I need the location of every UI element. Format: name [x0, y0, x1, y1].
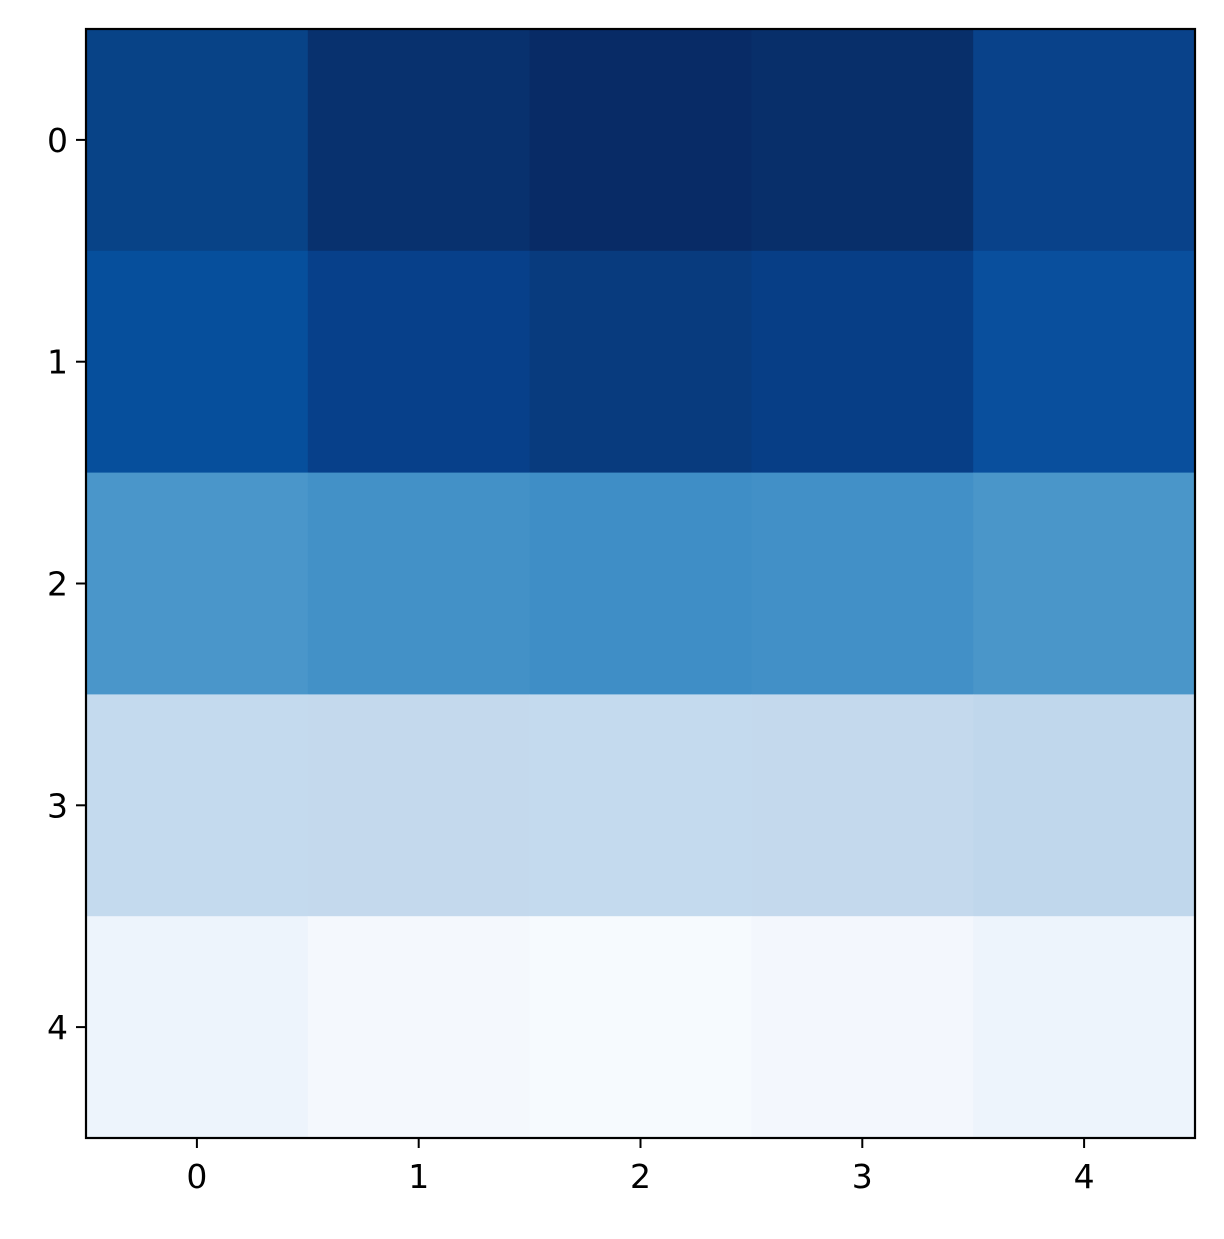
y-tick-label: 4 — [47, 1008, 68, 1047]
heatmap-cell — [529, 694, 752, 917]
heatmap-cell — [973, 29, 1196, 252]
heatmap-cell — [307, 472, 531, 695]
heatmap-cell — [86, 29, 309, 252]
heatmap-cell — [529, 472, 752, 695]
x-tick-label: 3 — [852, 1157, 873, 1196]
y-axis: 0 1 2 3 4 — [47, 121, 86, 1047]
heatmap-cell — [973, 250, 1196, 474]
heatmap-cell — [751, 250, 974, 474]
x-tick-label: 4 — [1074, 1157, 1095, 1196]
heatmap-cells — [86, 29, 1196, 1139]
x-tick-label: 0 — [186, 1157, 207, 1196]
y-tick-label: 2 — [47, 565, 68, 604]
heatmap-cell — [307, 29, 531, 252]
heatmap-cell — [751, 694, 974, 917]
y-tick-label: 3 — [47, 786, 68, 825]
x-tick-label: 2 — [630, 1157, 651, 1196]
x-axis: 0 1 2 3 4 — [186, 1138, 1095, 1196]
heatmap-cell — [973, 694, 1196, 917]
heatmap-cell — [307, 250, 531, 474]
heatmap-cell — [307, 694, 531, 917]
y-tick-label: 1 — [47, 343, 68, 382]
heatmap-cell — [307, 916, 531, 1139]
heatmap-cell — [973, 916, 1196, 1139]
y-tick-label: 0 — [47, 121, 68, 160]
heatmap-cell — [86, 916, 309, 1139]
heatmap-cell — [86, 250, 309, 474]
x-tick-label: 1 — [408, 1157, 429, 1196]
heatmap-cell — [751, 472, 974, 695]
heatmap-cell — [973, 472, 1196, 695]
heatmap-cell — [751, 29, 974, 252]
heatmap-cell — [751, 916, 974, 1139]
heatmap-cell — [529, 250, 752, 474]
heatmap-cell — [86, 472, 309, 695]
heatmap-cell — [86, 694, 309, 917]
heatmap-cell — [529, 916, 752, 1139]
heatmap-cell — [529, 29, 752, 252]
